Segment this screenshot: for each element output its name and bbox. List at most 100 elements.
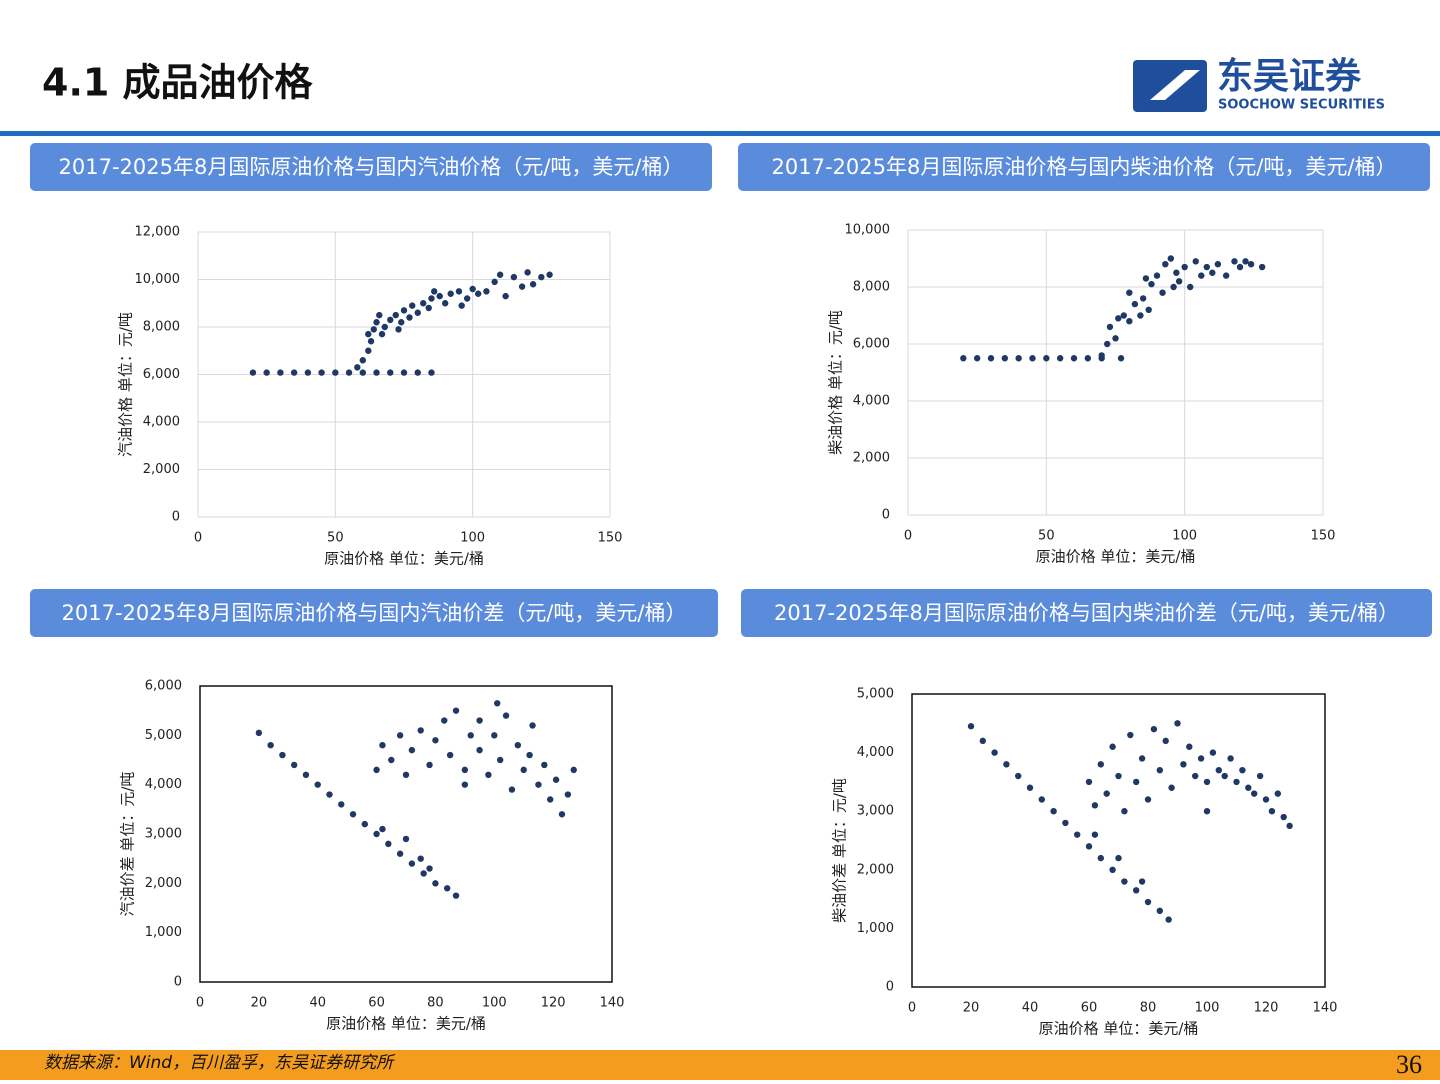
scatter-point <box>378 330 386 338</box>
scatter-point <box>365 330 372 338</box>
scatter-point <box>483 288 490 295</box>
scatter-point <box>1126 318 1133 325</box>
scatter-point <box>1084 355 1092 362</box>
scatter-point <box>526 751 533 759</box>
scatter-point <box>1115 315 1122 322</box>
scatter-point <box>524 269 531 276</box>
scatter-point <box>398 319 405 326</box>
scatter-point <box>432 737 439 744</box>
scatter-point <box>1156 766 1164 774</box>
scatter-point <box>1015 355 1022 362</box>
scatter-point <box>1233 778 1240 786</box>
scatter-point <box>1187 283 1194 291</box>
scatter-point <box>1074 831 1081 838</box>
chart-title: 2017-2025年8月国际原油价格与国内柴油价差（元/吨，美元/桶） <box>774 601 1399 625</box>
scatter-point <box>1133 887 1140 894</box>
scatter-point <box>1138 878 1146 885</box>
scatter-point <box>570 766 577 774</box>
logo-stripe <box>1150 70 1200 100</box>
y-tick-label: 3,000 <box>857 804 894 819</box>
scatter-point <box>263 369 270 376</box>
scatter-point <box>359 369 366 376</box>
scatter-point <box>417 727 424 734</box>
slide-title: 4.1 成品油价格 <box>42 61 314 105</box>
scatter-point <box>1097 761 1105 768</box>
scatter-point <box>1173 269 1180 276</box>
scatter-point <box>447 290 454 297</box>
scatter-point <box>1280 813 1287 821</box>
scatter-point <box>420 870 427 877</box>
scatter-point <box>1043 355 1050 362</box>
scatter-point <box>249 369 257 376</box>
scatter-point <box>1162 737 1169 745</box>
chart-title: 2017-2025年8月国际原油价格与国内汽油价差（元/吨，美元/桶） <box>62 601 687 625</box>
scatter-point <box>1015 772 1022 780</box>
scatter-point <box>420 300 427 307</box>
scatter-point <box>373 766 380 774</box>
scatter-point <box>379 742 386 749</box>
scatter-point <box>1127 731 1134 739</box>
scatter-point <box>1198 272 1205 279</box>
scatter-point <box>396 732 404 739</box>
y-tick-label: 6,000 <box>853 337 890 352</box>
scatter-point <box>338 801 345 808</box>
scatter-point <box>1222 272 1230 279</box>
scatter-point <box>1215 766 1223 774</box>
scatter-point <box>365 347 372 354</box>
scatter-point <box>409 302 416 309</box>
scatter-point <box>446 751 454 759</box>
scatter-point <box>502 292 509 300</box>
scatter-point <box>529 722 536 729</box>
y-tick-label: 4,000 <box>143 415 180 430</box>
scatter-point <box>1145 306 1152 313</box>
x-tick-label: 120 <box>541 996 566 1011</box>
scatter-point <box>494 700 501 707</box>
page-number: 36 <box>1396 1050 1422 1079</box>
scatter-point <box>373 369 380 376</box>
brand-name: 东吴证券 <box>1217 56 1362 97</box>
y-tick-label: 2,000 <box>143 462 180 477</box>
scatter-point <box>1214 261 1222 268</box>
scatter-point <box>1070 355 1078 362</box>
scatter-point <box>290 369 298 376</box>
scatter-point <box>529 281 537 288</box>
scatter-point <box>1286 822 1293 830</box>
y-tick-label: 0 <box>172 510 180 525</box>
scatter-point <box>373 830 380 838</box>
header-rule <box>0 131 1440 136</box>
y-tick-label: 0 <box>886 980 894 995</box>
scatter-point <box>332 369 339 376</box>
scatter-point <box>463 295 471 302</box>
scatter-point <box>1162 261 1169 268</box>
scatter-point <box>379 825 386 833</box>
y-tick-label: 10,000 <box>135 272 181 287</box>
scatter-point <box>1209 749 1217 756</box>
x-axis-label: 原油价格 单位：美元/桶 <box>324 550 484 568</box>
scatter-point <box>1153 272 1161 279</box>
scatter-point <box>1121 808 1128 815</box>
scatter-point <box>1274 790 1282 797</box>
x-tick-label: 0 <box>904 529 912 544</box>
scatter-point <box>444 885 451 892</box>
scatter-point <box>1142 275 1150 282</box>
scatter-point <box>361 820 368 828</box>
x-tick-label: 100 <box>1195 1001 1220 1016</box>
scatter-point <box>1192 258 1199 265</box>
footer-bar <box>0 1050 1440 1080</box>
scatter-point <box>441 717 448 724</box>
y-tick-label: 2,000 <box>853 451 890 466</box>
scatter-point <box>1097 854 1105 862</box>
scatter-point <box>302 771 310 778</box>
scatter-point <box>414 309 421 316</box>
y-tick-label: 2,000 <box>857 862 894 877</box>
scatter-point <box>1203 778 1211 786</box>
scatter-point <box>1247 261 1255 268</box>
title-banner <box>741 589 1432 637</box>
scatter-point <box>469 285 476 293</box>
title-banner <box>30 143 712 191</box>
scatter-point <box>1197 755 1205 762</box>
x-tick-label: 150 <box>598 531 623 546</box>
scatter-point <box>1038 796 1046 803</box>
chart-title: 2017-2025年8月国际原油价格与国内柴油价格（元/吨，美元/桶） <box>772 155 1397 179</box>
y-tick-label: 4,000 <box>853 394 890 409</box>
